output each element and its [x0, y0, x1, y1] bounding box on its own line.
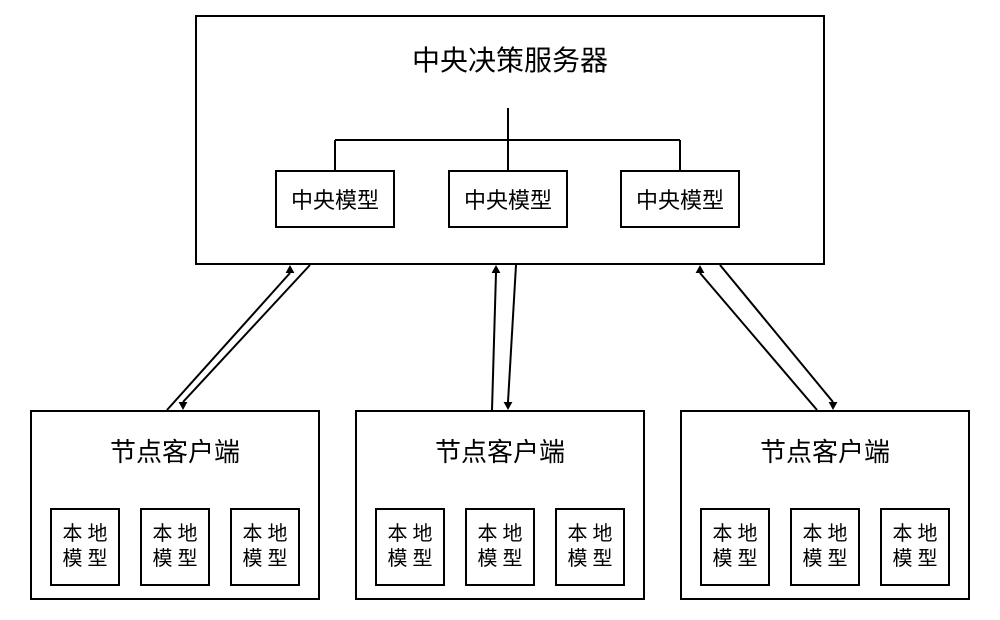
connectors-svg	[0, 0, 1000, 620]
